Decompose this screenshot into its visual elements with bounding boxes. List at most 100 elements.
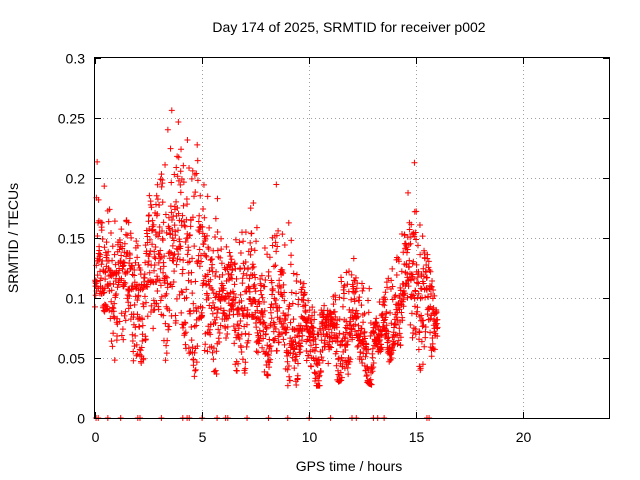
data-point — [187, 223, 194, 230]
data-point — [386, 345, 393, 352]
data-point — [319, 357, 326, 364]
data-point — [265, 352, 272, 359]
data-point — [135, 262, 142, 269]
data-point — [239, 275, 246, 282]
data-point — [293, 382, 300, 389]
data-point — [116, 267, 123, 274]
data-point — [211, 234, 218, 241]
data-point — [202, 341, 209, 348]
data-point — [159, 237, 166, 244]
data-point — [218, 260, 225, 267]
data-point — [343, 269, 350, 276]
data-point — [118, 226, 125, 233]
data-point — [147, 247, 154, 254]
data-point — [255, 349, 262, 356]
data-point — [193, 170, 200, 177]
data-point — [176, 244, 183, 251]
data-point — [390, 347, 397, 354]
data-point — [102, 276, 109, 283]
data-point — [175, 154, 182, 161]
x-tick-labels: 0 5 10 15 20 — [92, 429, 532, 445]
data-point — [150, 297, 157, 304]
data-point — [251, 281, 258, 288]
data-point — [103, 306, 110, 313]
data-point — [409, 271, 416, 278]
data-point — [238, 297, 245, 304]
data-point — [281, 289, 288, 296]
data-point — [367, 333, 374, 340]
x-tick-label: 5 — [199, 429, 207, 445]
data-point — [180, 202, 187, 209]
data-point — [399, 317, 406, 324]
data-point — [316, 360, 323, 367]
data-point — [353, 314, 360, 321]
data-point — [111, 218, 118, 225]
data-point — [98, 227, 105, 234]
plot-frame — [94, 57, 610, 419]
data-point — [246, 288, 253, 295]
data-point — [200, 277, 207, 284]
data-point — [163, 342, 170, 349]
data-point — [209, 310, 216, 317]
data-point — [358, 356, 365, 363]
data-point — [313, 344, 320, 351]
data-point — [178, 288, 185, 295]
data-point — [427, 329, 434, 336]
data-point — [269, 291, 276, 298]
data-point — [242, 330, 249, 337]
data-point — [166, 225, 173, 232]
data-point — [286, 373, 293, 380]
data-point — [365, 346, 372, 353]
data-point — [274, 243, 281, 250]
data-point — [199, 304, 206, 311]
data-point — [183, 294, 190, 301]
data-point — [225, 270, 232, 277]
data-point — [287, 377, 294, 384]
data-point — [360, 319, 367, 326]
data-point — [232, 327, 239, 334]
data-point — [96, 247, 103, 254]
data-point — [185, 277, 192, 284]
data-point — [100, 290, 107, 297]
data-point — [337, 369, 344, 376]
data-point — [102, 268, 109, 275]
data-point — [154, 273, 161, 280]
data-point — [285, 363, 292, 370]
data-point — [325, 326, 332, 333]
data-point — [330, 301, 337, 308]
data-point — [195, 257, 202, 264]
data-point — [139, 286, 146, 293]
data-point — [416, 329, 423, 336]
data-point — [151, 248, 158, 255]
data-point — [266, 343, 273, 350]
data-point — [122, 308, 129, 315]
data-point — [316, 382, 323, 389]
y-tick-label: 0 — [77, 411, 85, 427]
data-point — [272, 300, 279, 307]
x-tick-label: 10 — [302, 429, 318, 445]
data-point — [234, 367, 241, 374]
data-point — [373, 319, 380, 326]
data-point — [128, 234, 135, 241]
data-point — [421, 343, 428, 350]
data-point — [203, 232, 210, 239]
data-point — [146, 236, 153, 243]
data-point — [250, 199, 257, 206]
data-point — [210, 345, 217, 352]
data-point — [172, 317, 179, 324]
data-point — [335, 356, 342, 363]
data-point — [137, 267, 144, 274]
data-point — [434, 325, 441, 332]
data-point — [237, 266, 244, 273]
data-point — [269, 242, 276, 249]
data-point — [164, 337, 171, 344]
data-point — [266, 336, 273, 343]
data-point — [262, 277, 269, 284]
data-point — [111, 357, 118, 364]
data-point — [154, 211, 161, 218]
data-point — [192, 189, 199, 196]
data-point — [167, 145, 174, 152]
data-point — [109, 343, 116, 350]
data-point — [261, 368, 268, 375]
data-point — [232, 294, 239, 301]
